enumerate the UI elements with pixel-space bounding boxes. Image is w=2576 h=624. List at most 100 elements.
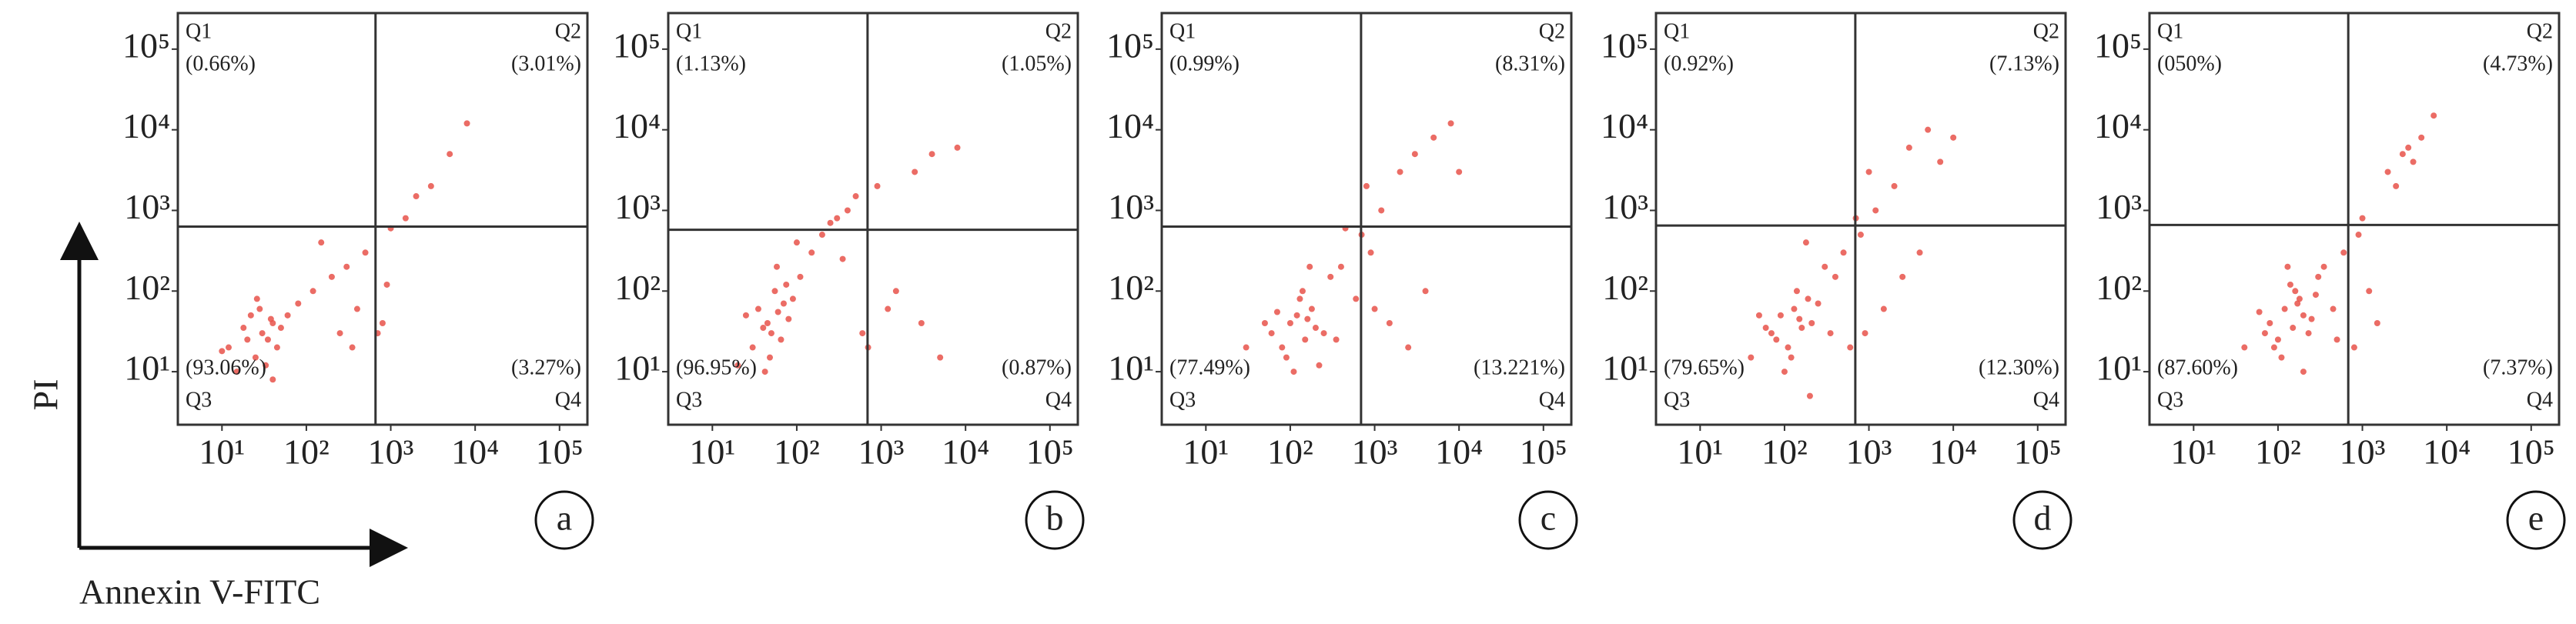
y-tick-label: 10³	[1602, 187, 1648, 226]
data-point	[273, 344, 280, 351]
data-point	[834, 215, 841, 222]
data-point	[2312, 292, 2319, 299]
data-point	[1363, 182, 1370, 189]
quadrant-name: Q1	[676, 19, 702, 43]
quadrant-name: Q2	[2527, 19, 2553, 43]
data-point	[379, 319, 386, 326]
y-tick-label: 10³	[614, 187, 661, 226]
data-point	[1788, 354, 1795, 361]
plot-frame	[176, 12, 589, 426]
data-point	[1308, 305, 1315, 312]
data-point	[2287, 281, 2293, 288]
quadrant-percent: (1.13%)	[676, 52, 746, 75]
quadrant-name: Q4	[2033, 388, 2059, 412]
data-point	[754, 305, 761, 312]
data-point	[1847, 344, 1854, 351]
plot-frame	[2148, 12, 2561, 426]
data-point	[2359, 215, 2366, 222]
data-point	[793, 239, 800, 246]
data-point	[1798, 325, 1805, 332]
x-tick-label: 10¹	[689, 432, 735, 472]
data-point	[937, 354, 944, 361]
data-point	[1822, 263, 1828, 270]
data-point	[349, 344, 356, 351]
data-point	[1815, 300, 1822, 307]
y-tick-label: 10⁵	[613, 25, 661, 65]
quadrant-percent: (0.66%)	[186, 52, 256, 75]
data-point	[761, 369, 768, 375]
x-tick-label: 10¹	[2170, 432, 2216, 472]
data-point	[1304, 315, 1311, 322]
x-tick-label: 10⁴	[942, 432, 989, 472]
data-point	[2267, 319, 2273, 326]
data-point	[263, 362, 269, 369]
quadrant-percent: (79.65%)	[1664, 355, 1745, 379]
data-point	[928, 151, 935, 158]
data-point	[789, 295, 796, 302]
x-tick-label: 10¹	[1183, 432, 1229, 472]
data-point	[2393, 182, 2400, 189]
x-tick-label: 10⁵	[2014, 432, 2062, 472]
data-point	[267, 315, 274, 322]
panel-badge	[534, 490, 594, 550]
data-point	[778, 336, 785, 343]
x-tick-label: 10²	[2255, 432, 2301, 472]
data-point	[1865, 169, 1872, 175]
quadrant-percent: (87.60%)	[2157, 355, 2238, 379]
data-point	[277, 325, 284, 332]
y-tick-label: 10⁵	[122, 25, 170, 65]
data-point	[1872, 207, 1879, 214]
data-point	[353, 305, 360, 312]
data-point	[797, 273, 804, 280]
plot-frame	[667, 12, 1079, 426]
y-axis-title: PI	[26, 379, 65, 411]
panel-label: d	[2034, 499, 2052, 538]
data-point	[318, 239, 325, 246]
data-point	[1785, 344, 1791, 351]
data-point	[2284, 263, 2291, 270]
panel-badge	[2506, 490, 2566, 550]
data-point	[244, 336, 251, 343]
quadrant-percent: (3.27%)	[511, 355, 581, 379]
y-tick-label: 10⁴	[2094, 106, 2142, 145]
y-tick-label: 10²	[614, 268, 661, 307]
y-tick-label: 10²	[124, 268, 170, 307]
data-point	[1905, 144, 1912, 151]
quadrant-name: Q4	[1539, 388, 1565, 412]
quadrant-percent: (1.05%)	[1002, 52, 1072, 75]
data-point	[1762, 325, 1769, 332]
data-point	[253, 295, 260, 302]
data-point	[1773, 336, 1780, 343]
y-tick-label: 10⁵	[2094, 25, 2142, 65]
data-point	[2278, 354, 2285, 361]
data-point	[954, 144, 961, 151]
data-point	[839, 255, 846, 262]
data-point	[1327, 273, 1334, 280]
plot-frame	[1654, 12, 2067, 426]
data-point	[1273, 309, 1280, 315]
quadrant-percent: (7.37%)	[2483, 355, 2553, 379]
data-point	[912, 169, 918, 175]
data-point	[760, 325, 767, 332]
data-point	[1243, 344, 1250, 351]
data-point	[852, 193, 859, 200]
data-point	[1290, 369, 1297, 375]
y-tick-label: 10⁴	[1106, 106, 1154, 145]
data-point	[783, 281, 790, 288]
x-tick-label: 10⁵	[2507, 432, 2555, 472]
data-point	[2300, 312, 2307, 319]
data-point	[764, 319, 771, 326]
data-point	[1299, 288, 1306, 295]
data-point	[2330, 305, 2337, 312]
data-point	[1302, 336, 1309, 343]
x-tick-label: 10²	[1761, 432, 1808, 472]
quadrant-name: Q1	[186, 19, 212, 43]
data-point	[1268, 330, 1275, 337]
data-point	[780, 300, 787, 307]
data-point	[1261, 319, 1268, 326]
data-point	[219, 348, 226, 355]
y-tick-label: 10⁴	[1601, 106, 1648, 145]
data-point	[1937, 159, 1944, 165]
x-tick-label: 10⁵	[1026, 432, 1074, 472]
data-point	[1279, 344, 1286, 351]
